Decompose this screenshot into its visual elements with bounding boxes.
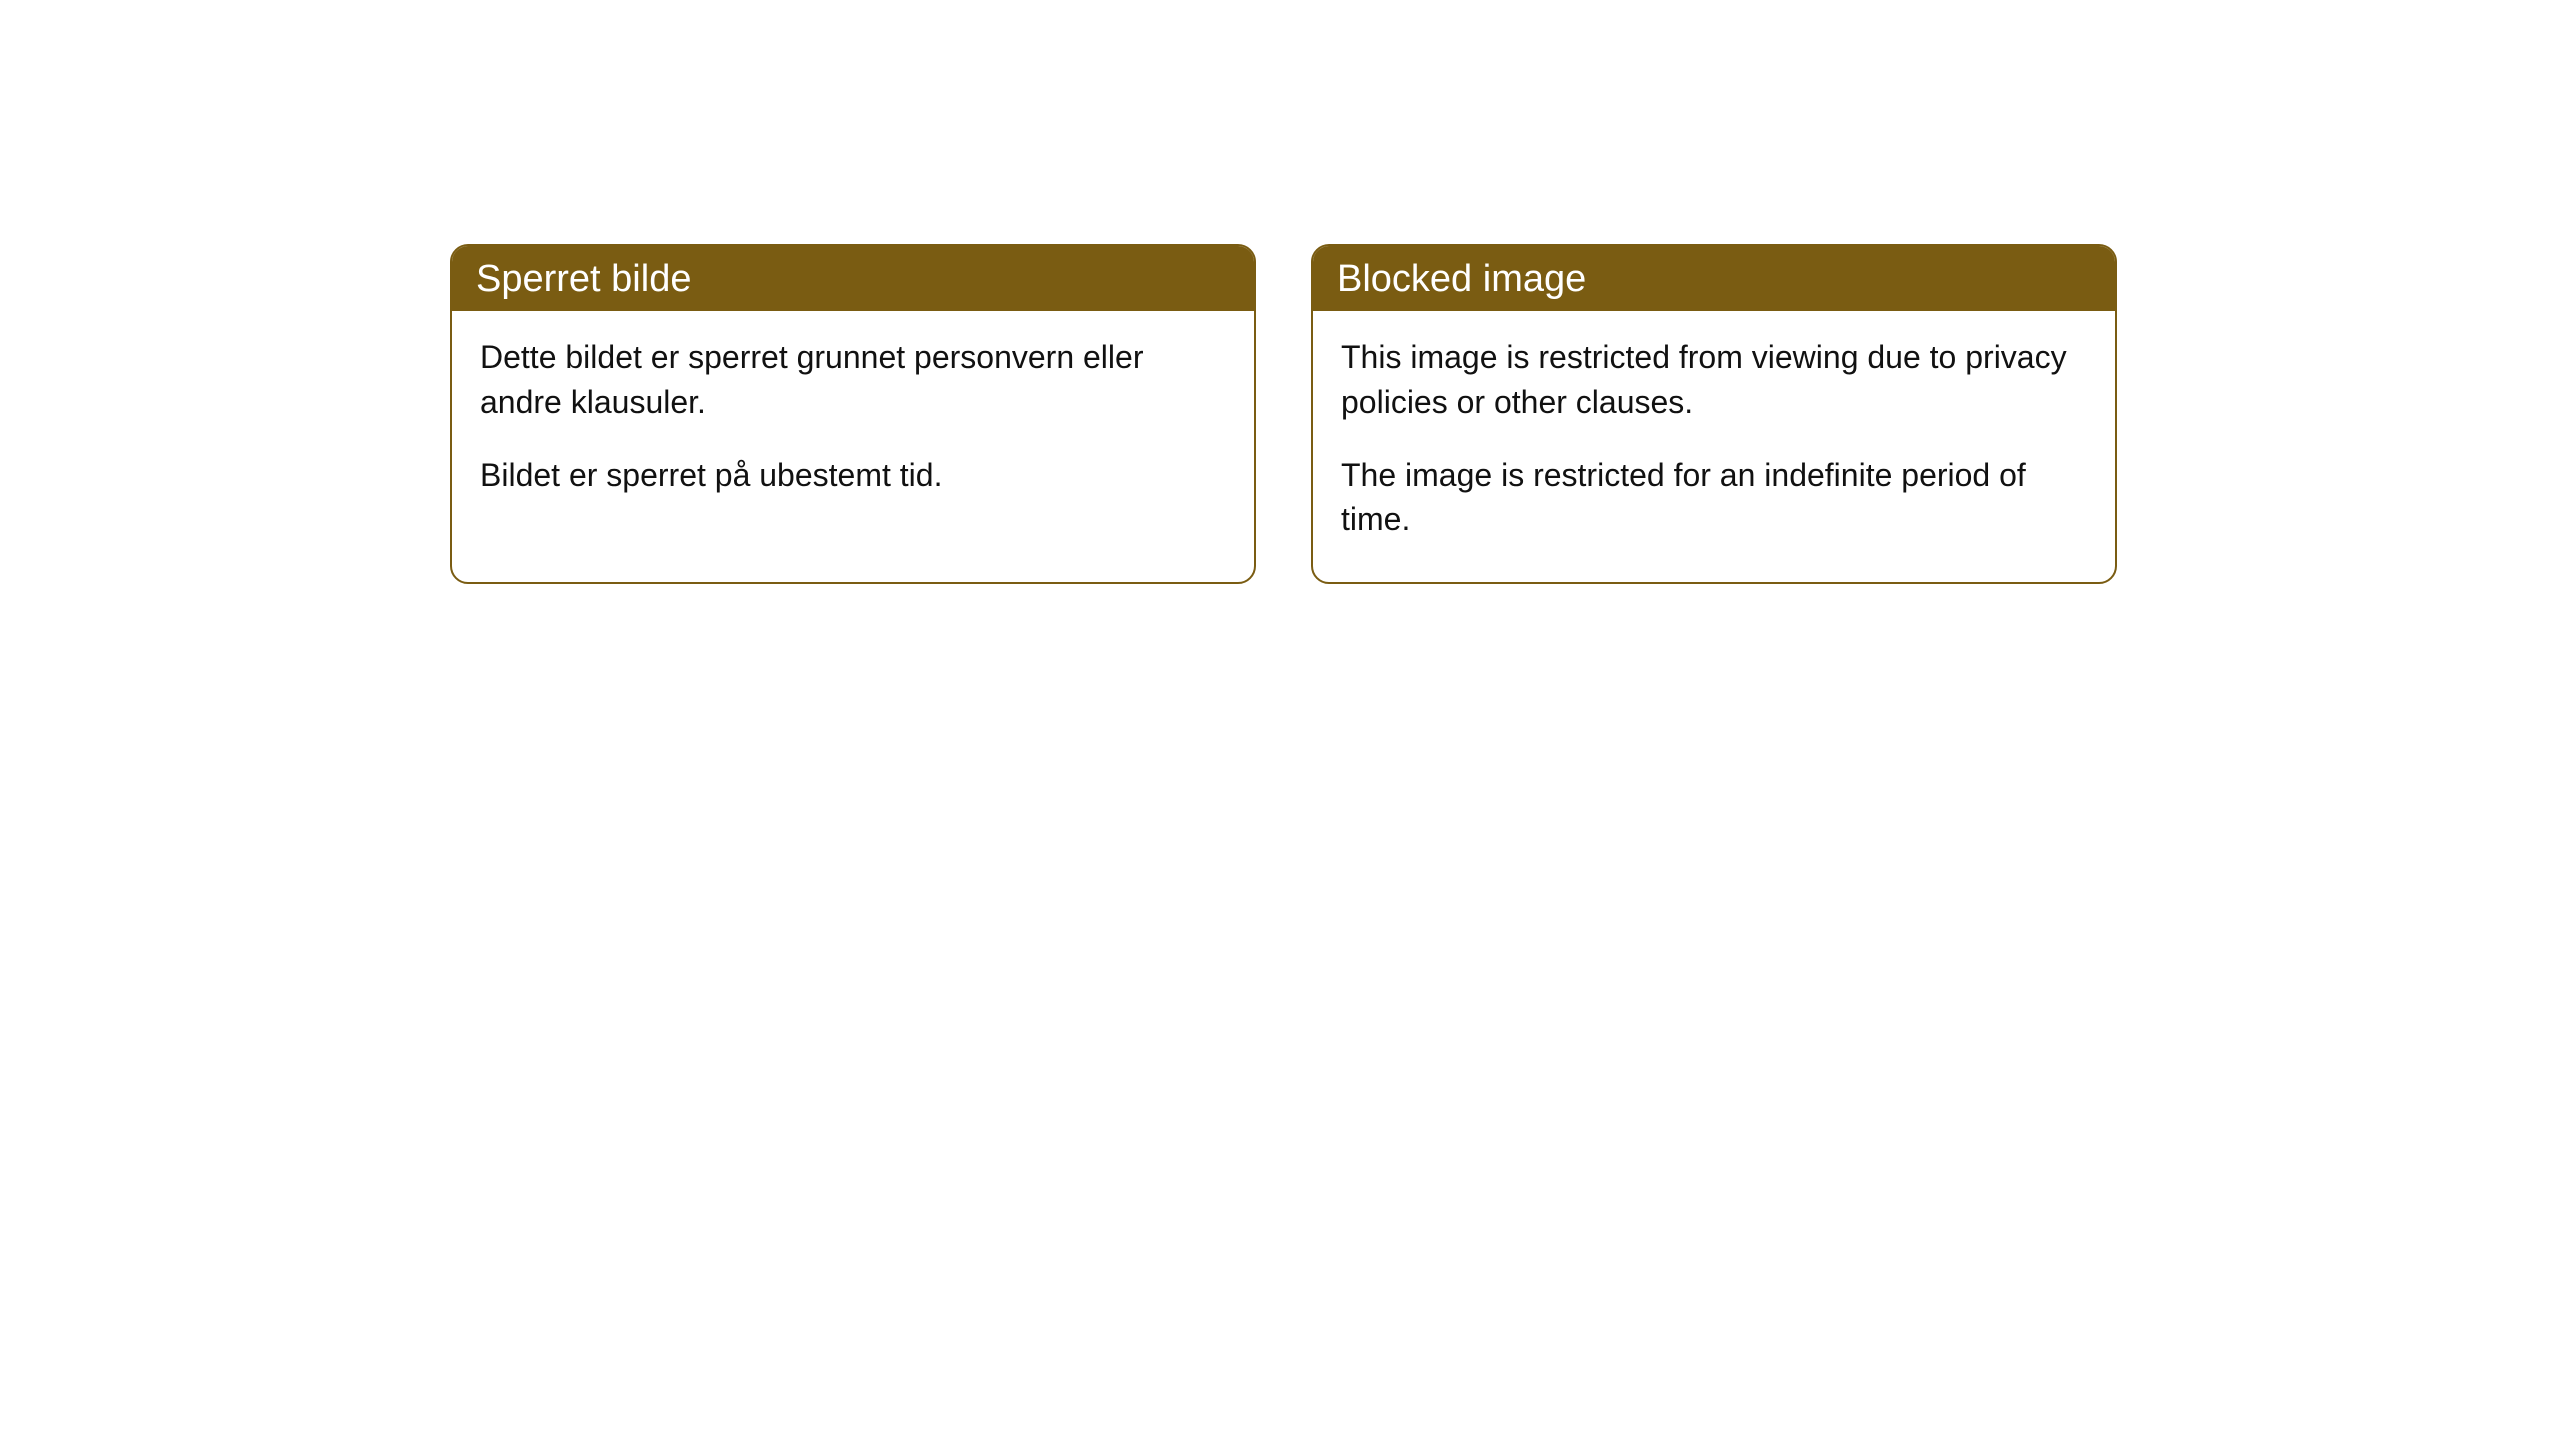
card-paragraph: The image is restricted for an indefinit…	[1341, 453, 2087, 543]
card-paragraph: Dette bildet er sperret grunnet personve…	[480, 335, 1226, 425]
card-paragraph: Bildet er sperret på ubestemt tid.	[480, 453, 1226, 498]
card-header-english: Blocked image	[1313, 246, 2115, 311]
card-body-norwegian: Dette bildet er sperret grunnet personve…	[452, 311, 1254, 537]
card-header-norwegian: Sperret bilde	[452, 246, 1254, 311]
cards-container: Sperret bilde Dette bildet er sperret gr…	[450, 244, 2117, 584]
card-english: Blocked image This image is restricted f…	[1311, 244, 2117, 584]
card-body-english: This image is restricted from viewing du…	[1313, 311, 2115, 582]
card-norwegian: Sperret bilde Dette bildet er sperret gr…	[450, 244, 1256, 584]
card-paragraph: This image is restricted from viewing du…	[1341, 335, 2087, 425]
